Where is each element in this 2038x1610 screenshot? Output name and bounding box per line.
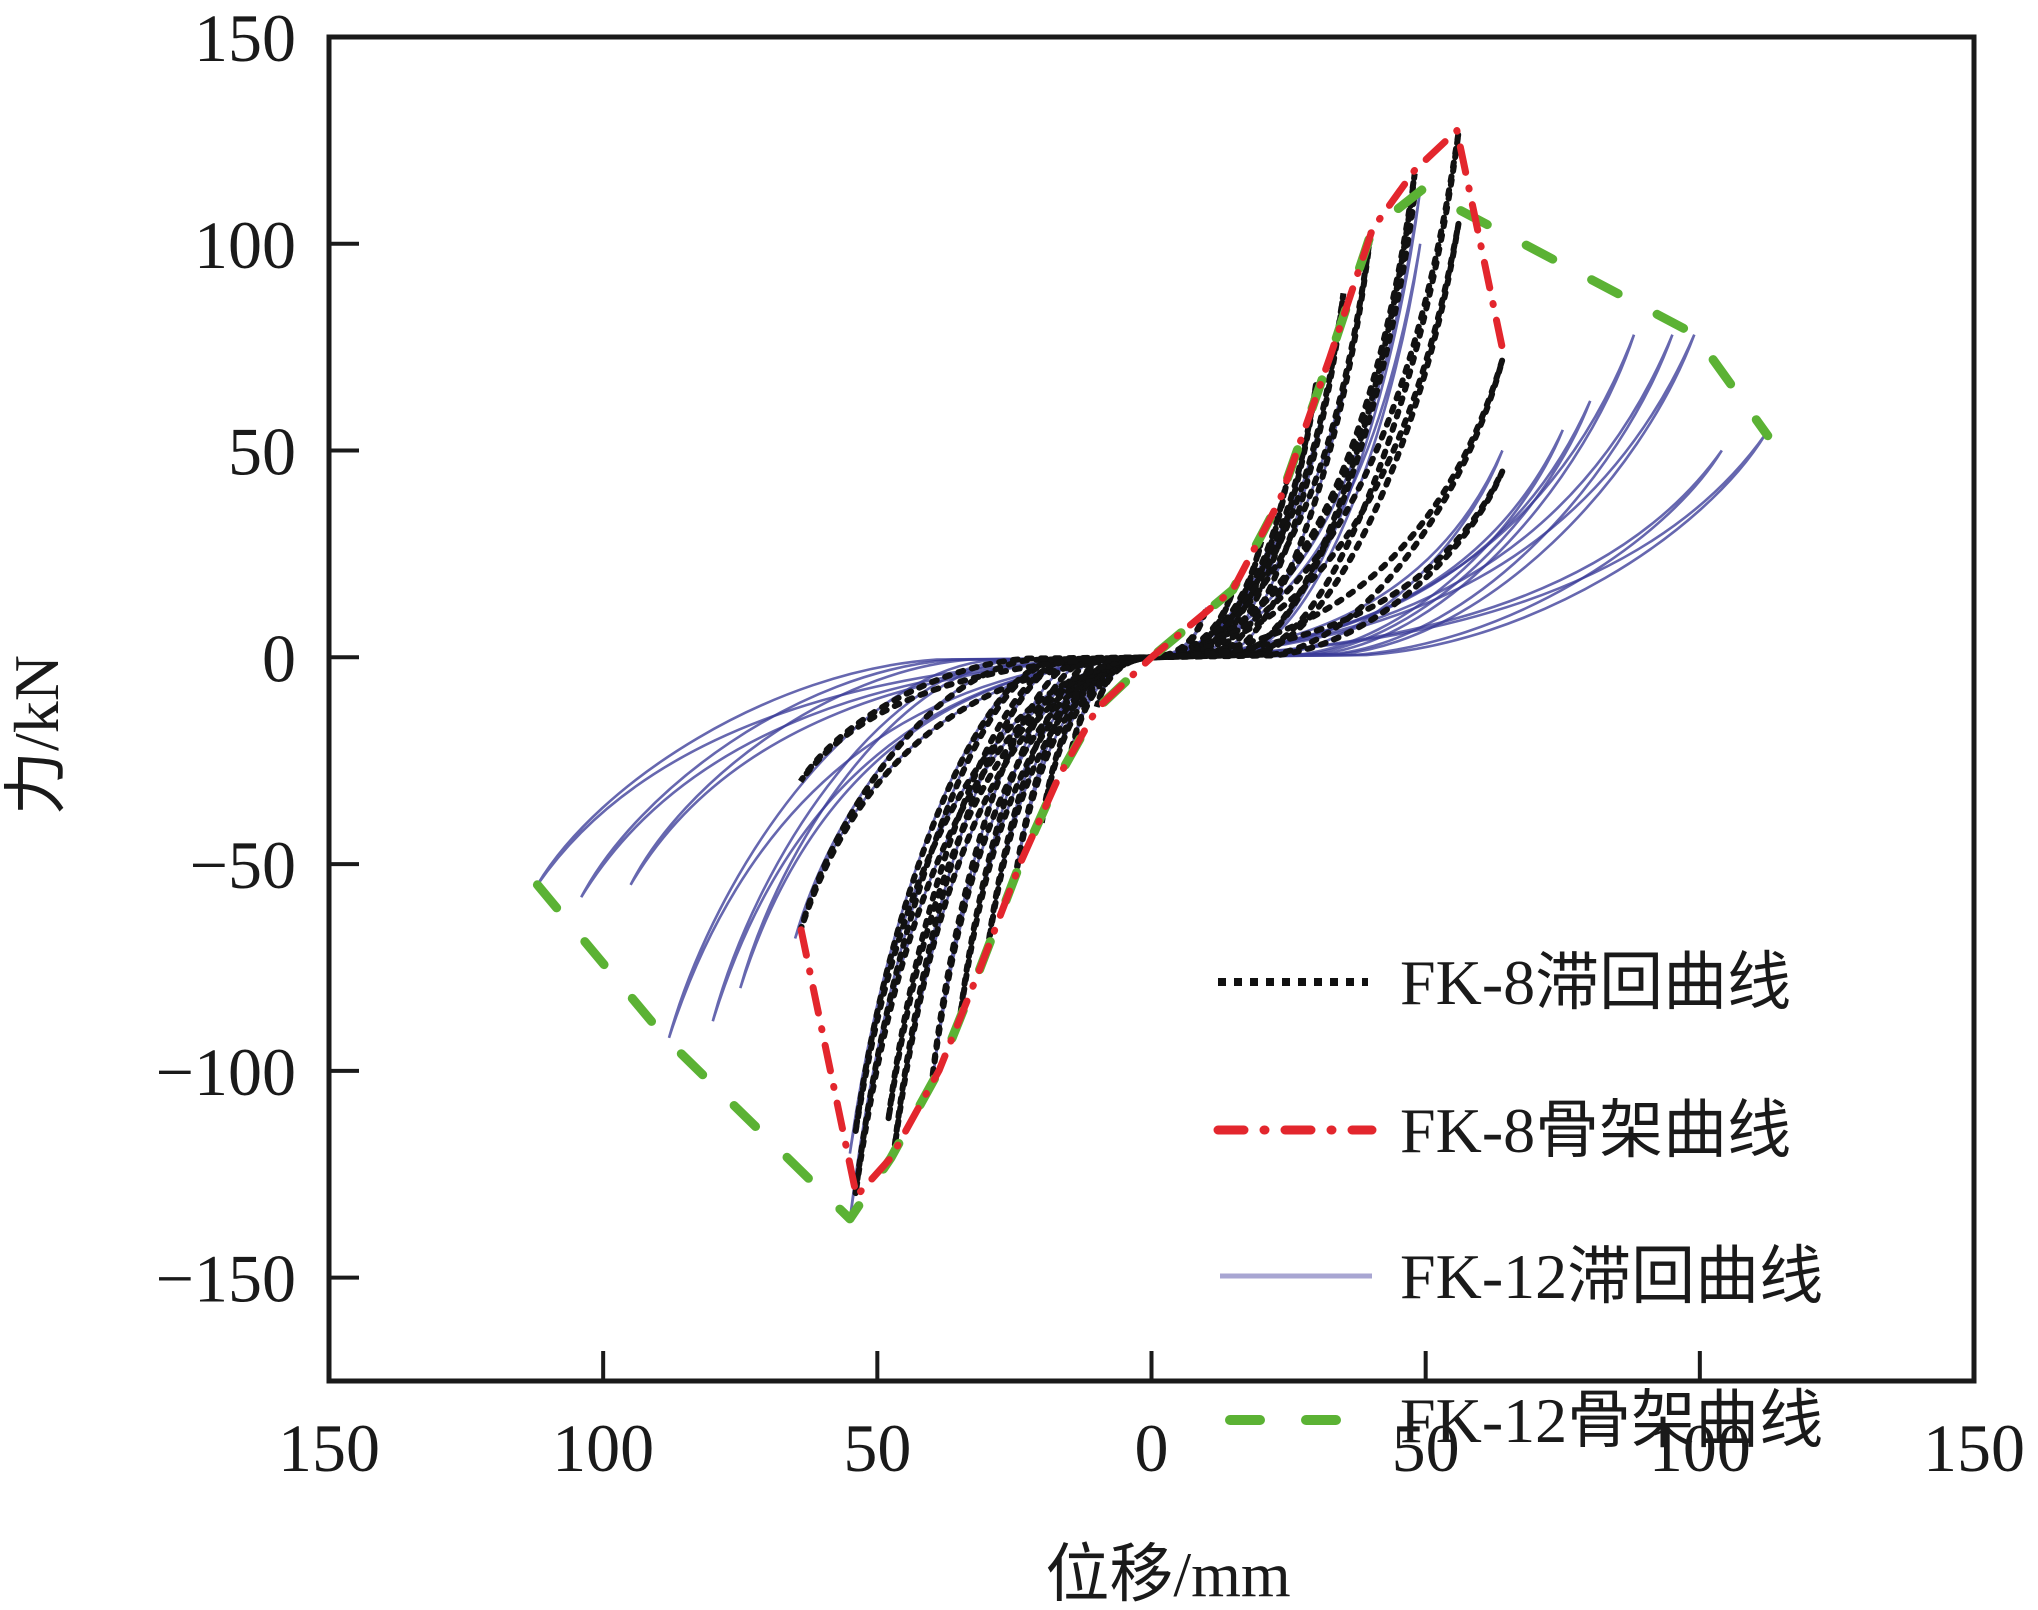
series-FK-12骨架曲线 xyxy=(532,185,1773,1224)
x-axis-tick-labels: 150 100 50 0 50 100 150 xyxy=(278,1410,2025,1486)
legend-item-fk12-skeleton: FK-12骨架曲线 xyxy=(1225,1385,1823,1456)
hysteresis-loop xyxy=(739,400,1592,989)
y-tick-label: −50 xyxy=(190,827,296,903)
hysteresis-loop xyxy=(798,469,1506,784)
x-tick-label: 100 xyxy=(1649,1410,1751,1486)
x-tick-label: 50 xyxy=(1392,1410,1460,1486)
hysteresis-loop xyxy=(797,358,1506,932)
axis-ticks xyxy=(329,241,1702,1381)
x-tick-label: 150 xyxy=(278,1410,380,1486)
y-tick-label: 0 xyxy=(262,620,296,696)
y-axis-title: 力/kN xyxy=(1,655,72,815)
skeleton-curve xyxy=(532,185,1773,1224)
x-tick-label: 50 xyxy=(843,1410,911,1486)
x-tick-label: 150 xyxy=(1923,1410,2025,1486)
legend-label-fk8-hysteresis: FK-8滞回曲线 xyxy=(1400,947,1791,1018)
series-FK-8骨架曲线 xyxy=(797,127,1509,1200)
series-FK-12滞回曲线 xyxy=(536,189,1767,1220)
y-tick-label: −100 xyxy=(156,1034,296,1110)
hysteresis-loop xyxy=(667,334,1674,1039)
hysteresis-loop xyxy=(629,334,1696,886)
plot-frame xyxy=(326,34,1977,1384)
legend-label-fk12-skeleton: FK-12骨架曲线 xyxy=(1400,1385,1823,1456)
legend-item-fk8-skeleton: FK-8骨架曲线 xyxy=(1213,1095,1791,1166)
legend: FK-8滞回曲线 FK-8骨架曲线 FK-12滞回曲线 FK-12骨架曲线 xyxy=(1213,947,1823,1456)
legend-label-fk12-hysteresis: FK-12滞回曲线 xyxy=(1400,1241,1823,1312)
skeleton-curve xyxy=(797,127,1509,1200)
y-tick-label: 150 xyxy=(194,0,296,76)
legend-item-fk12-hysteresis: FK-12滞回曲线 xyxy=(1220,1241,1823,1312)
y-tick-label: 100 xyxy=(194,207,296,283)
hysteresis-loop xyxy=(711,334,1636,1022)
y-axis-tick-labels: 150 100 50 0 −50 −100 −150 xyxy=(156,0,296,1317)
legend-item-fk8-hysteresis: FK-8滞回曲线 xyxy=(1218,947,1791,1018)
plot-area xyxy=(532,127,1773,1224)
legend-label-fk8-skeleton: FK-8骨架曲线 xyxy=(1400,1095,1791,1166)
y-tick-label: 50 xyxy=(228,414,296,490)
hysteresis-loop xyxy=(580,449,1723,898)
x-axis-title: 位移/mm xyxy=(1045,1539,1290,1610)
y-tick-label: −150 xyxy=(156,1241,296,1317)
x-tick-label: 100 xyxy=(552,1410,654,1486)
x-tick-label: 0 xyxy=(1135,1410,1169,1486)
series-FK-8滞回曲线 xyxy=(797,131,1506,1196)
